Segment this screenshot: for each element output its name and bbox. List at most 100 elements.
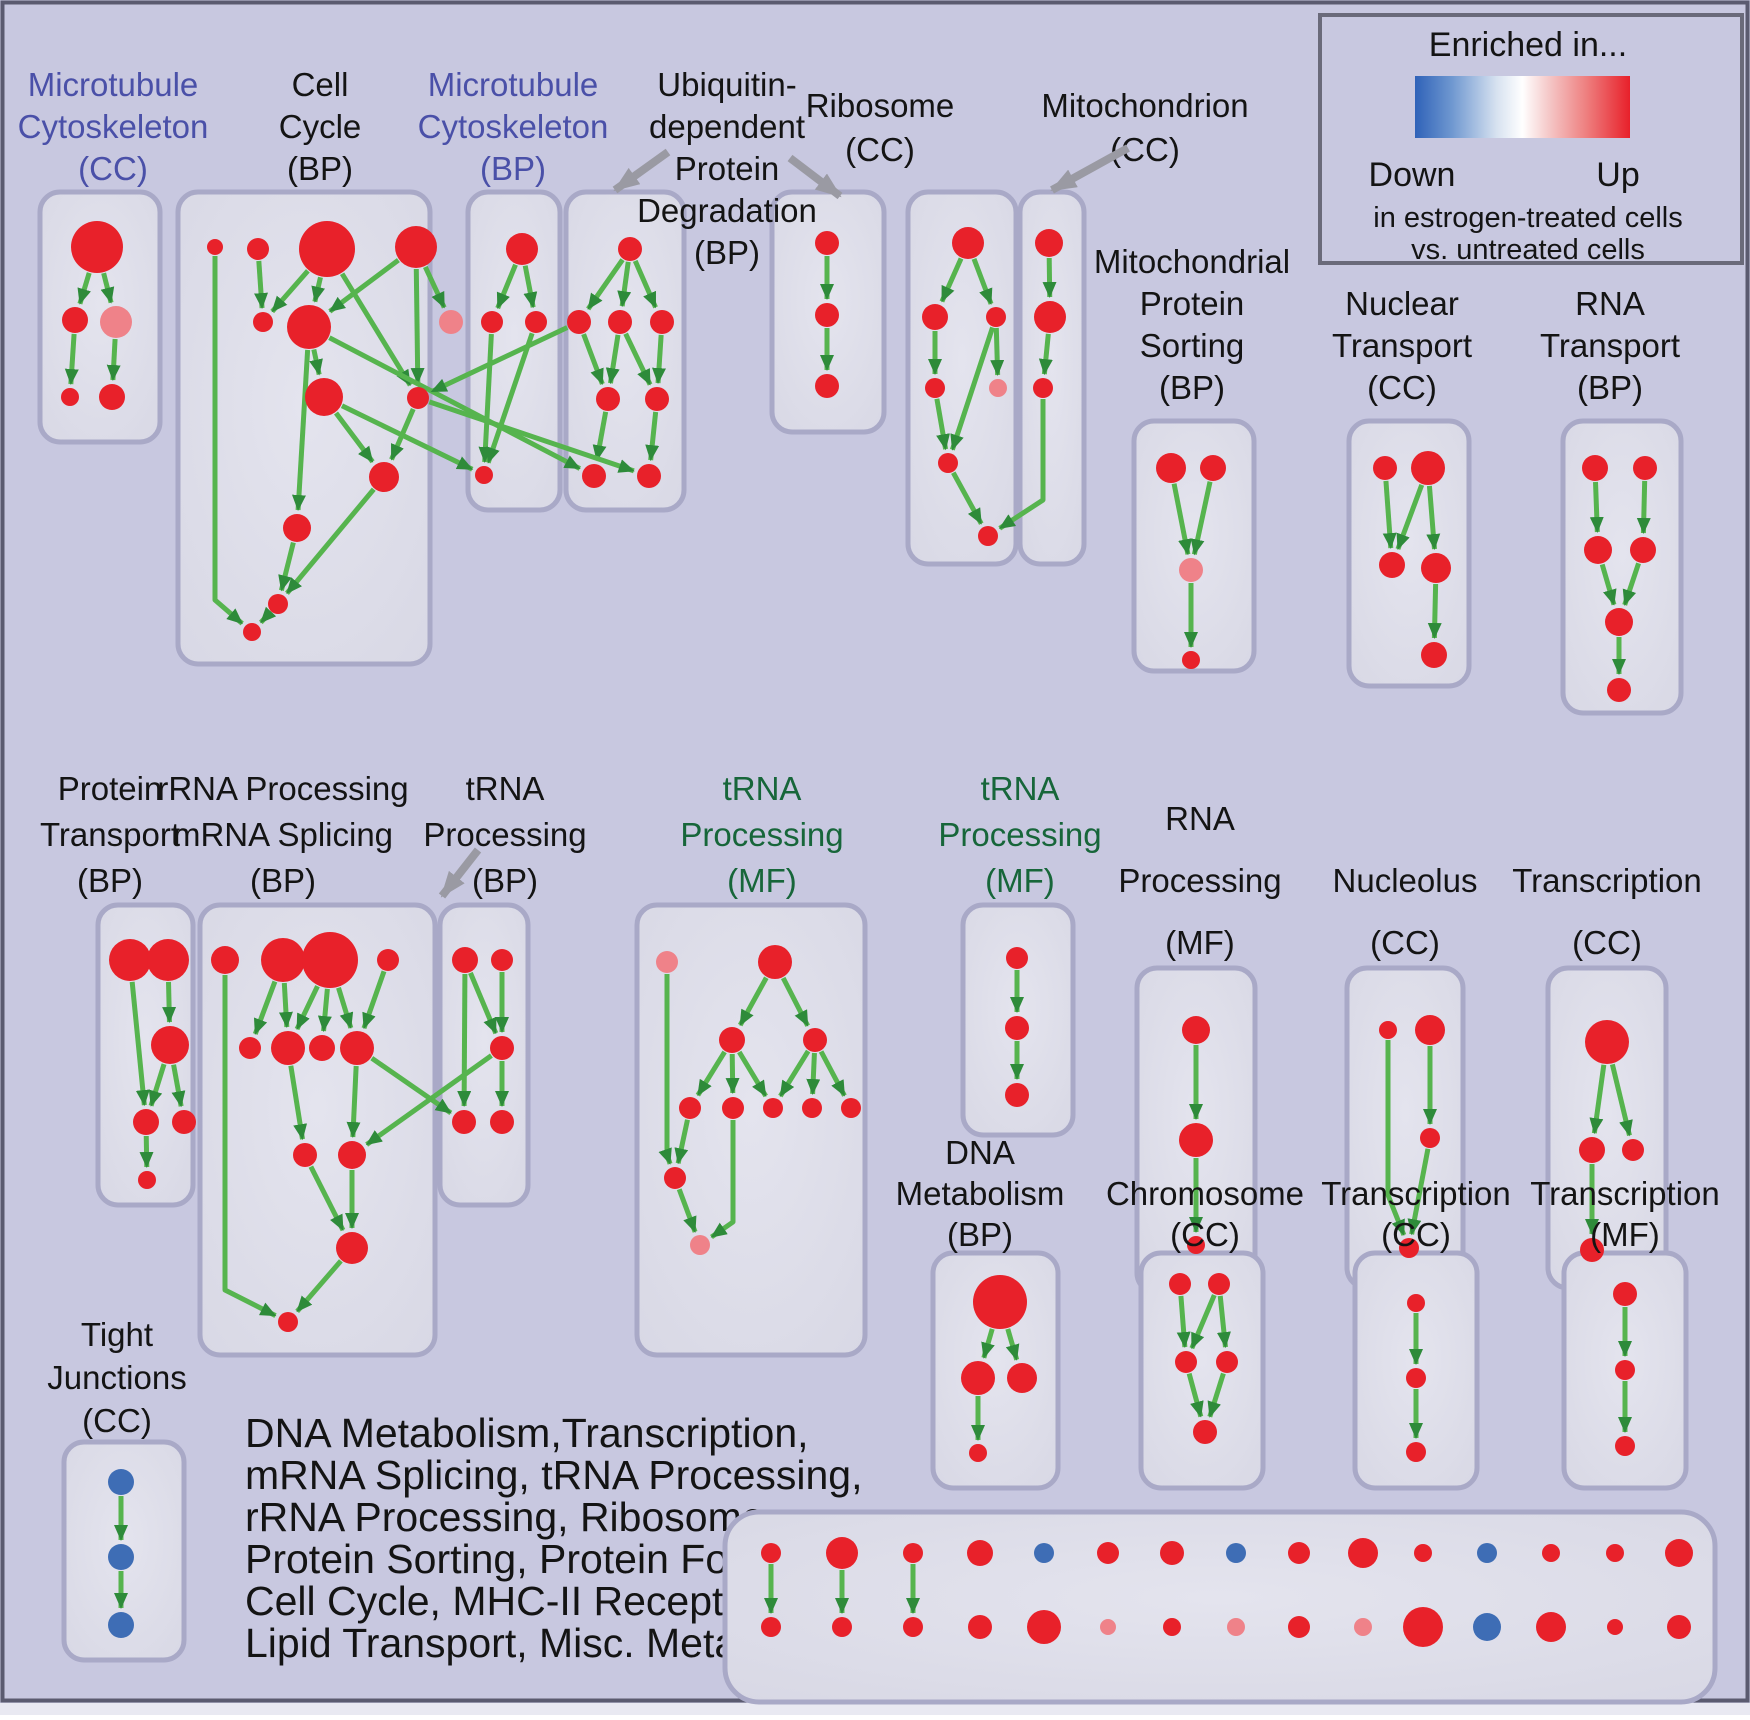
cluster-label-line: (CC)	[845, 131, 915, 168]
go-term-node-nucleolus-big	[1415, 1015, 1445, 1045]
go-term-node-ub1-g	[637, 464, 661, 488]
edge-trna-mf1	[710, 1120, 736, 1240]
cluster-label-line: Chromosome	[1106, 1175, 1304, 1212]
edge-trna-mf1	[818, 1050, 847, 1097]
cluster-box-dna-met	[930, 1250, 1061, 1491]
cluster-label-line: Protein	[675, 150, 780, 187]
edge-cc	[291, 349, 311, 512]
edge-ub1	[592, 411, 609, 462]
cluster-label-rna-mf: RNA Processing (MF)	[1118, 800, 1281, 961]
cluster-box-trna-bp	[437, 902, 531, 1208]
go-term-node-mps-pk	[1179, 558, 1203, 582]
go-term-node-tj-b	[108, 1544, 134, 1570]
cluster-label-line: Transport	[1540, 327, 1680, 364]
go-term-node-cc-n9	[407, 387, 429, 409]
go-term-node-mito-m3	[1033, 378, 1053, 398]
misc-panel-top-node-10	[1414, 1544, 1432, 1562]
cluster-label-line: Processing	[680, 816, 843, 853]
cross-edge	[998, 399, 1046, 531]
go-term-node-tj-c	[108, 1612, 134, 1638]
go-term-node-mt-bp-b	[475, 466, 493, 484]
cluster-label-line: (CC)	[1381, 1216, 1451, 1253]
cluster-label-line: Transport	[40, 816, 180, 853]
misc-categories-line: DNA Metabolism,Transcription,	[245, 1410, 809, 1456]
cluster-label-line: (BP)	[694, 234, 760, 271]
edge-ribo	[990, 327, 1005, 377]
go-term-node-pt-r2	[172, 1110, 196, 1134]
misc-categories-line: mRNA Splicing, tRNA Processing,	[245, 1452, 863, 1498]
edge-ub1	[617, 261, 632, 308]
go-term-node-pt-b2	[147, 939, 189, 981]
go-term-node-ribo-r3	[925, 378, 945, 398]
edge-ub1	[586, 258, 625, 311]
go-term-node-ribo-pk	[989, 379, 1007, 397]
go-term-node-trna-mf2-a	[1006, 947, 1028, 969]
cluster-label-line: Microtubule	[28, 66, 199, 103]
misc-categories-line: Lipid Transport, Misc. Metab.	[245, 1620, 771, 1666]
ubiquitin-pointer-left	[612, 148, 671, 194]
edge-trna-mf1	[676, 1188, 698, 1233]
edge-nuc-tr	[1395, 484, 1425, 550]
go-term-node-mt-bp-t	[506, 233, 538, 265]
legend-box	[1318, 13, 1744, 265]
go-term-node-rna-mf-b	[1179, 1123, 1213, 1157]
go-term-node-mps-d	[1182, 651, 1200, 669]
edge-pt	[139, 1135, 154, 1169]
go-term-node-chrom-tr	[1208, 1273, 1230, 1295]
cluster-label-line: Junctions	[47, 1359, 186, 1396]
misc-panel-top-node-4	[1034, 1543, 1054, 1563]
go-term-node-ub2-v2	[815, 303, 839, 327]
misc-panel-bottom-node-7	[1227, 1618, 1245, 1636]
cluster-label-line: (CC)	[82, 1402, 152, 1439]
edge-rrna	[346, 1065, 361, 1139]
edge-ub1	[623, 332, 653, 386]
misc-panel-top-node-5	[1097, 1542, 1119, 1564]
go-term-node-trna-mf1-big	[758, 945, 792, 979]
go-term-node-trna-bp-bl	[452, 1110, 476, 1134]
misc-panel-top-node-11	[1477, 1543, 1497, 1563]
edge-cc	[259, 606, 277, 625]
cluster-label-line: (BP)	[77, 862, 143, 899]
misc-panel-bottom-node-4	[1027, 1610, 1061, 1644]
edge-rna-tr	[1622, 562, 1641, 606]
go-term-node-rna-tr-tl	[1582, 455, 1608, 481]
cluster-box-nuc-tr	[1346, 418, 1472, 689]
edge-ribo	[934, 398, 950, 451]
edge-cc	[254, 260, 269, 310]
go-term-node-dna-met-bt	[969, 1444, 987, 1462]
go-term-node-tr-mf-c	[1615, 1436, 1635, 1456]
cluster-label-line: Cycle	[279, 108, 362, 145]
misc-panel-bottom-node-14	[1667, 1615, 1691, 1639]
misc-panel-top-node-3	[967, 1540, 993, 1566]
go-term-node-nucleolus-mid	[1420, 1128, 1440, 1148]
go-term-node-tr-cc-bt	[1580, 1238, 1604, 1262]
misc-panel-top-node-2	[903, 1543, 923, 1563]
edge-mt-cc	[100, 272, 115, 304]
go-term-node-ub1-a	[567, 310, 591, 334]
go-term-node-chrom-ml	[1175, 1351, 1197, 1373]
misc-panel-top-node-9	[1348, 1538, 1378, 1568]
cluster-label-dna-met: DNA Metabolism (BP)	[896, 1134, 1065, 1253]
misc-panel-top-node-6	[1160, 1541, 1184, 1565]
misc-panel-bottom-node-12	[1536, 1612, 1566, 1642]
edge-mps	[1190, 481, 1213, 556]
go-term-node-ribo-r4	[938, 453, 958, 473]
go-term-node-cc-n2	[247, 238, 269, 260]
misc-panel-bottom-node-0	[761, 1617, 781, 1637]
cluster-label-line: Processing	[1118, 862, 1281, 899]
misc-panel-top-node-8	[1288, 1542, 1310, 1564]
edge-cc	[334, 411, 375, 464]
edge-tr-cc	[1609, 1063, 1633, 1137]
edge-pt	[129, 981, 150, 1107]
cross-edge	[370, 1056, 453, 1115]
go-term-node-trna-mf1-c4	[802, 1098, 822, 1118]
cluster-label-line: RNA	[1165, 800, 1235, 837]
go-term-node-dna-met-mr	[1007, 1363, 1037, 1393]
go-term-node-dna-met-big	[973, 1275, 1027, 1329]
go-term-node-ub1-c	[650, 310, 674, 334]
cluster-label-line: Transport	[1332, 327, 1472, 364]
cluster-label-line: (BP)	[472, 862, 538, 899]
edge-tr-cc	[1589, 1064, 1607, 1135]
cluster-label-line: (BP)	[250, 862, 316, 899]
go-term-node-cc-n4	[395, 226, 437, 268]
